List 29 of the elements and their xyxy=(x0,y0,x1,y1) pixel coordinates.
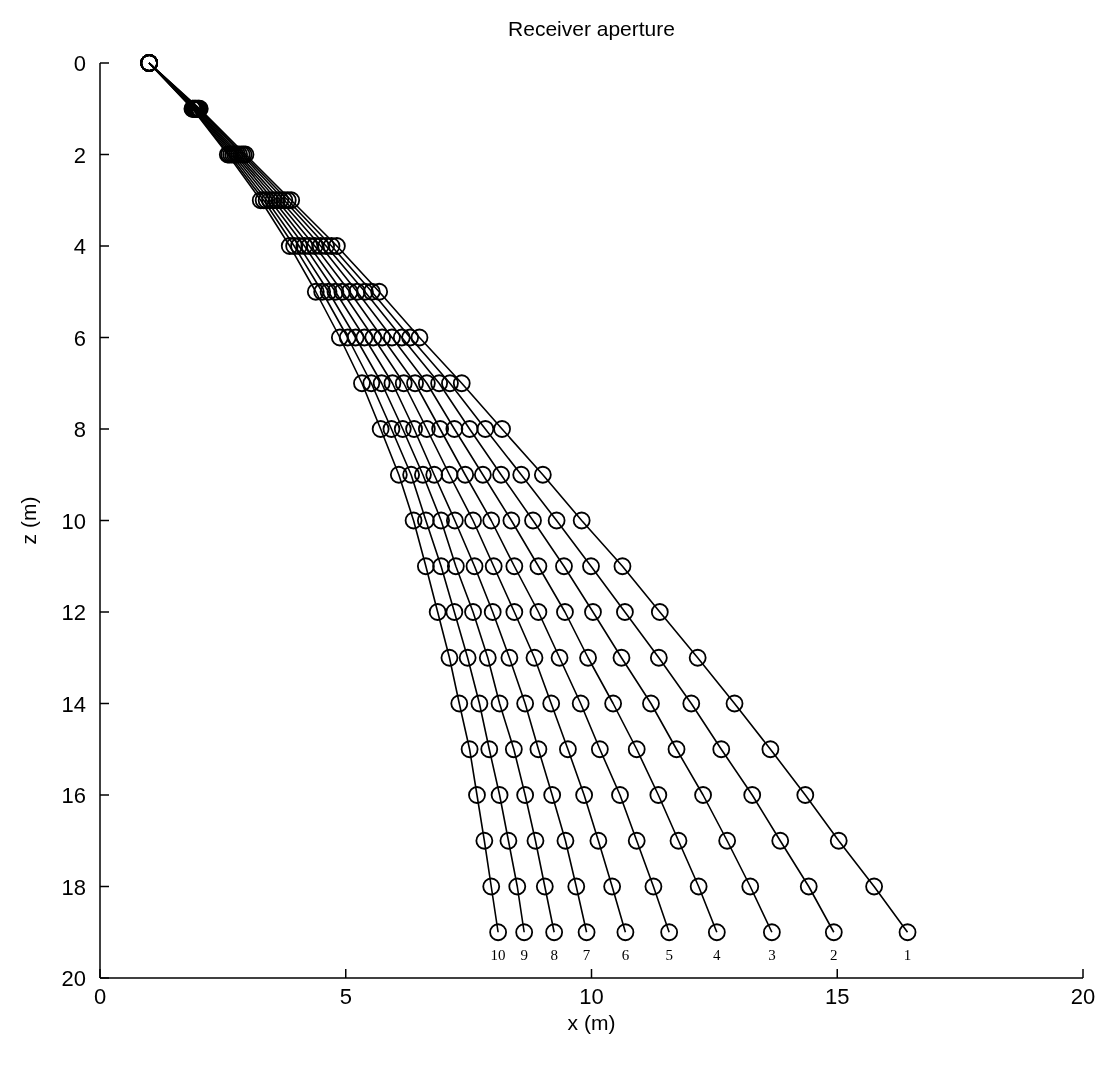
series-label: 8 xyxy=(550,947,558,964)
y-tick-label: 2 xyxy=(73,142,86,168)
y-tick-label: 4 xyxy=(73,234,86,259)
series-label: 9 xyxy=(520,947,528,964)
chart-title: Receiver aperture xyxy=(508,17,675,40)
series-label: 4 xyxy=(713,947,722,964)
y-tick-label: 10 xyxy=(61,508,86,534)
series-label: 7 xyxy=(582,947,591,964)
series-label: 1 xyxy=(903,947,912,964)
y-tick-label: 12 xyxy=(61,600,86,625)
x-tick-label: 20 xyxy=(1070,984,1096,1009)
series-label: 6 xyxy=(621,947,630,964)
series-label: 3 xyxy=(768,947,776,964)
series-label: 5 xyxy=(665,947,673,964)
y-tick-label: 18 xyxy=(61,874,86,900)
y-tick-label: 20 xyxy=(61,966,86,991)
x-axis-title: x (m) xyxy=(567,1011,616,1034)
y-tick-label: 6 xyxy=(73,325,86,351)
y-axis-title: z (m) xyxy=(17,496,40,545)
series-label: 2 xyxy=(830,947,838,964)
x-tick-label: 0 xyxy=(93,984,107,1009)
y-tick-label: 16 xyxy=(61,783,86,808)
x-tick-label: 5 xyxy=(339,984,352,1009)
x-tick-label: 10 xyxy=(579,984,604,1009)
y-tick-label: 14 xyxy=(61,691,86,717)
series-label: 10 xyxy=(490,947,506,964)
y-tick-label: 8 xyxy=(73,417,86,442)
x-tick-label: 15 xyxy=(825,984,850,1009)
y-tick-label: 0 xyxy=(73,51,86,76)
